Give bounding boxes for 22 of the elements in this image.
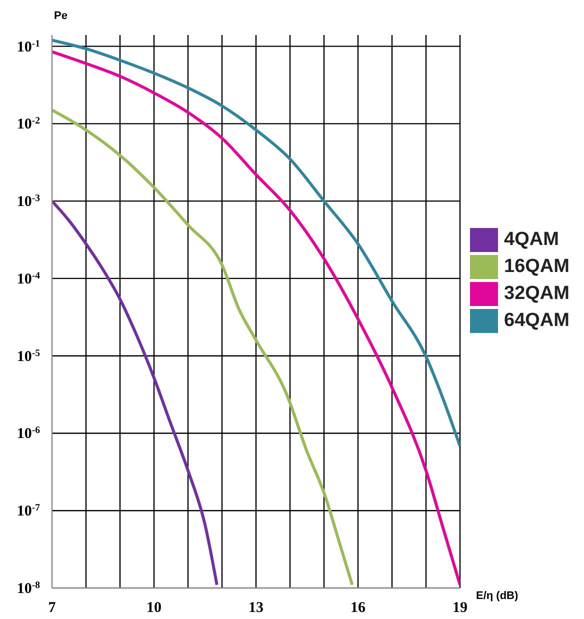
y-tick-label: 10$^{-1}$: [16, 38, 40, 56]
legend-label: 16QAM: [504, 256, 570, 278]
y-tick-label: 10$^{-6}$: [16, 424, 40, 442]
y-tick-label: 10$^{-2}$: [16, 115, 40, 133]
legend-label: 4QAM: [504, 228, 559, 250]
y-axis-title: Pe: [54, 10, 68, 22]
x-tick-label: 16: [350, 600, 366, 616]
y-tick-label: 10$^{-4}$: [16, 270, 40, 288]
legend-label: 64QAM: [504, 310, 570, 332]
x-tick-label: 10: [146, 600, 162, 616]
line-series: [52, 38, 460, 448]
x-tick-label: 13: [248, 600, 264, 616]
x-tick-label: 7: [48, 600, 56, 616]
y-tick-label: 10$^{-5}$: [16, 347, 40, 365]
y-tick-label: 10$^{-3}$: [16, 192, 40, 210]
legend-label: 32QAM: [504, 282, 570, 304]
x-tick-label: 19: [452, 600, 468, 616]
y-tick-label: 10$^{-8}$: [16, 580, 40, 597]
line-series: [52, 108, 354, 586]
x-axis-title: E/η (dB): [476, 590, 518, 602]
line-series: [52, 200, 218, 586]
y-tick-label: 10$^{-7}$: [16, 502, 40, 520]
